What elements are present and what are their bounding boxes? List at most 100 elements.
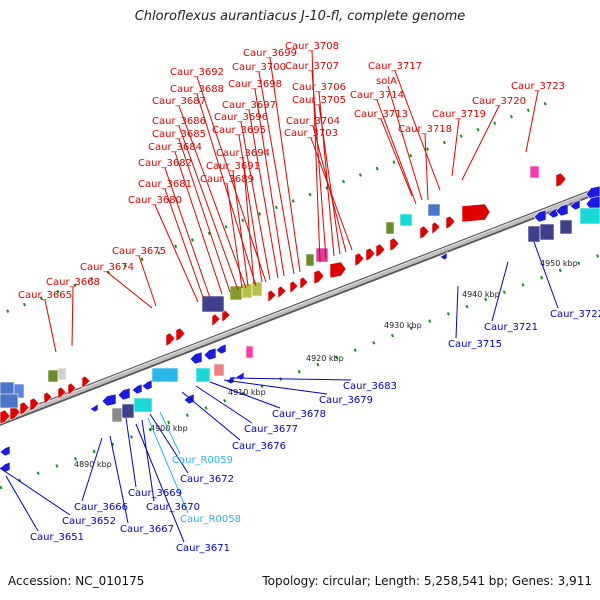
tick-rows: [0, 96, 600, 490]
reverse-gene: [533, 209, 547, 223]
reverse-gene-label: Caur_3722: [550, 309, 600, 320]
leader-line: [141, 419, 155, 502]
forward-gene: [175, 327, 186, 342]
leader-line: [181, 391, 241, 441]
reverse-gene: [527, 225, 541, 243]
leader-line: [0, 467, 71, 516]
forward-gene-label: Caur_3687: [152, 96, 206, 107]
forward-gene-label: Caur_3682: [138, 158, 192, 169]
reverse-gene: [215, 343, 227, 355]
tick-labels: 4890 kbp 4900 kbp 4910 kbp 4920 kbp 4930 kbp…: [74, 259, 578, 469]
reverse-gene: [547, 207, 559, 219]
forward-gene: [365, 247, 376, 262]
forward-gene: [354, 252, 365, 267]
forward-gene-label: Caur_3707: [285, 61, 339, 72]
reverse-gene: [133, 397, 153, 413]
forward-gene: [241, 283, 253, 299]
forward-gene-label: Caur_3681: [138, 179, 192, 190]
leader-line: [258, 71, 295, 275]
rna-gene-label: Caur_R0059: [172, 455, 233, 466]
reverse-gene-label: Caur_3679: [319, 395, 373, 406]
reverse-gene: [0, 393, 19, 409]
leader-line: [178, 105, 247, 289]
leader-line: [387, 85, 423, 201]
leader-line: [269, 57, 301, 273]
reverse-gene: [195, 367, 211, 383]
forward-gene-label: Caur_3668: [46, 277, 100, 288]
forward-gene: [221, 309, 231, 323]
forward-gene: [29, 397, 40, 412]
reverse-gene-label: Caur_3683: [343, 381, 397, 392]
forward-gene: [57, 367, 67, 381]
leader-line: [525, 90, 539, 153]
leader-line: [455, 285, 459, 339]
forward-gene: [385, 221, 395, 235]
leader-line: [232, 170, 249, 287]
reverse-gene: [203, 347, 217, 361]
leader-line: [226, 183, 243, 289]
forward-gene: [529, 165, 540, 179]
forward-gene-label: Caur_3703: [284, 128, 338, 139]
leader-line: [310, 137, 353, 251]
leader-line: [154, 204, 199, 303]
leader-line: [248, 109, 279, 279]
tick-label: 4940 kbp: [462, 290, 500, 299]
forward-gene: [305, 253, 315, 267]
reverse-gene-label: Caur_3651: [30, 532, 84, 543]
accession-text: Accession: NC_010175: [8, 574, 145, 588]
reverse-gene: [189, 351, 203, 365]
forward-gene-label: Caur_3694: [216, 148, 270, 159]
leader-line: [394, 70, 441, 191]
reverse-gene-label: Caur_3669: [128, 488, 182, 499]
tick-label: 4930 kbp: [384, 321, 422, 330]
leader-line: [195, 385, 253, 424]
forward-gene: [555, 172, 567, 188]
leader-line: [44, 299, 57, 353]
reverse-gene: [555, 203, 569, 217]
leader-line: [451, 118, 460, 177]
leader-line: [109, 435, 129, 524]
leader-line: [380, 118, 413, 197]
forward-gene-label: Caur_3689: [200, 174, 254, 185]
reverse-gene: [213, 363, 225, 377]
forward-gene: [13, 383, 25, 399]
leader-line: [254, 88, 285, 277]
leader-line: [424, 133, 429, 201]
leader-line: [81, 437, 103, 502]
leader-line: [196, 76, 267, 283]
leader-line: [223, 379, 328, 395]
forward-gene: [419, 225, 430, 240]
reverse-gene-label: Caur_3666: [74, 502, 128, 513]
forward-gene: [165, 332, 176, 347]
topology-summary: Topology: circular; Length: 5,258,541 bp…: [262, 574, 592, 588]
forward-gene-label: Caur_3698: [228, 79, 282, 90]
forward-gene-label: Caur_3706: [292, 82, 346, 93]
leader-line: [491, 261, 509, 322]
reverse-gene-label: Caur_3715: [448, 339, 502, 350]
leader-line: [242, 157, 255, 285]
reverse-gene-label: Caur_3721: [484, 322, 538, 333]
forward-gene: [431, 221, 441, 235]
leader-line: [135, 423, 185, 543]
leader-line: [106, 271, 153, 309]
forward-gene-label: Caur_3696: [214, 112, 268, 123]
leader-line: [376, 99, 417, 205]
leader-line: [209, 381, 281, 409]
tick-label: 4950 kbp: [540, 259, 578, 268]
forward-gene-label: Caur_3700: [232, 62, 286, 73]
forward-gene: [315, 247, 329, 263]
reverse-gene-label: Caur_3670: [146, 502, 200, 513]
reverse-gene-label: Caur_3678: [272, 409, 326, 420]
reverse-gene: [569, 199, 581, 211]
reverse-gene-label: Caur_3667: [120, 524, 174, 535]
leader-line: [229, 377, 352, 381]
forward-gene: [399, 213, 413, 227]
leader-line: [311, 70, 327, 259]
forward-gene: [47, 369, 59, 383]
tick-label: 4920 kbp: [306, 354, 344, 363]
forward-gene-label: Caur_3714: [350, 90, 404, 101]
forward-gene-label: Caur_3697: [222, 100, 276, 111]
forward-gene: [299, 276, 309, 290]
forward-gene-label: Caur_3674: [80, 262, 134, 273]
leader-line: [164, 188, 205, 301]
